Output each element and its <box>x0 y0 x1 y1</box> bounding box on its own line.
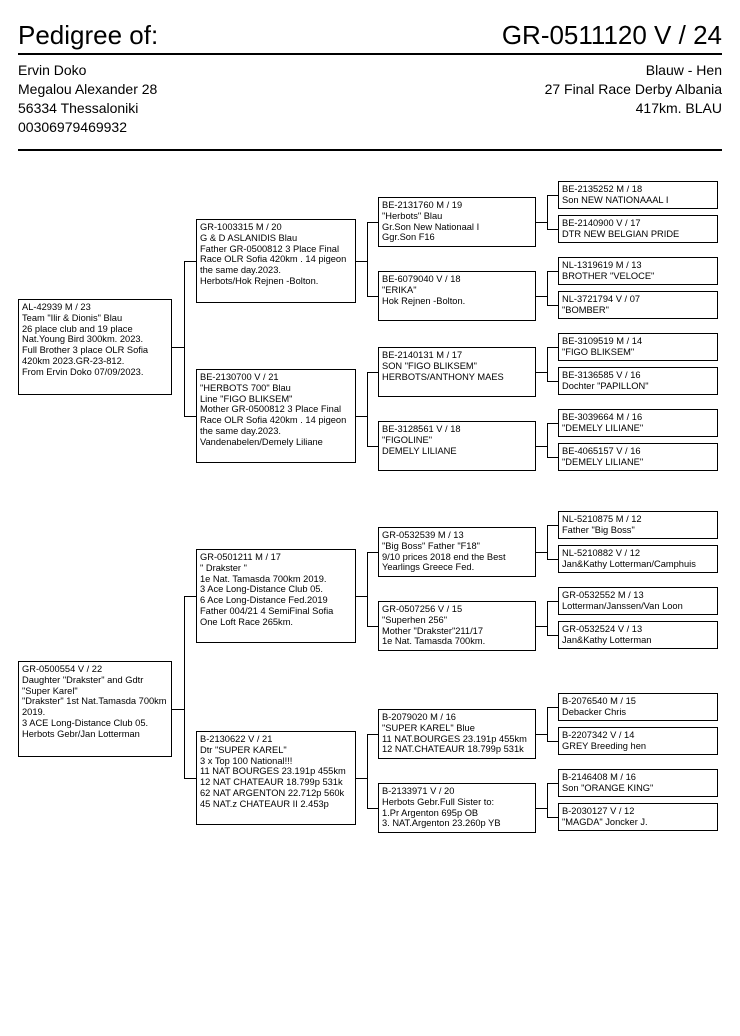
gen3-c: BE-2140131 M / 17 SON "FIGO BLIKSEM" HER… <box>378 347 536 397</box>
gen2-ds: GR-0501211 M / 17 " Drakster " 1e Nat. T… <box>196 549 356 643</box>
gen4-e2: NL-5210882 V / 12 Jan&Kathy Lotterman/Ca… <box>558 545 718 573</box>
gen4-d1: BE-3039664 M / 16 "DEMELY LILIANE" <box>558 409 718 437</box>
gen3-e: GR-0532539 M / 13 "Big Boss" Father "F18… <box>378 527 536 577</box>
gen4-f2: GR-0532524 V / 13 Jan&Kathy Lotterman <box>558 621 718 649</box>
gen4-g1: B-2076540 M / 15 Debacker Chris <box>558 693 718 721</box>
gen3-h: B-2133971 V / 20 Herbots Gebr.Full Siste… <box>378 783 536 833</box>
owner-block: Ervin Doko Megalou Alexander 28 56334 Th… <box>18 61 157 137</box>
bird-block: Blauw - Hen 27 Final Race Derby Albania … <box>545 61 722 137</box>
gen4-b2: NL-3721794 V / 07 "BOMBER" <box>558 291 718 319</box>
gen3-d: BE-3128561 V / 18 "FIGOLINE" DEMELY LILI… <box>378 421 536 471</box>
gen4-b1: NL-1319619 M / 13 BROTHER "VELOCE" <box>558 257 718 285</box>
gen3-g: B-2079020 M / 16 "SUPER KAREL" Blue 11 N… <box>378 709 536 759</box>
gen4-c2: BE-3136585 V / 16 Dochter "PAPILLON" <box>558 367 718 395</box>
gen2-dd: B-2130622 V / 21 Dtr "SUPER KAREL" 3 x T… <box>196 731 356 825</box>
gen3-a: BE-2131760 M / 19 "Herbots" Blau Gr.Son … <box>378 197 536 247</box>
pedigree-chart: AL-42939 M / 23 Team "Ilir & Dionis" Bla… <box>18 179 722 939</box>
gen4-c1: BE-3109519 M / 14 "FIGO BLIKSEM" <box>558 333 718 361</box>
gen4-d2: BE-4065157 V / 16 "DEMELY LILIANE" <box>558 443 718 471</box>
gen4-a2: BE-2140900 V / 17 DTR NEW BELGIAN PRIDE <box>558 215 718 243</box>
gen4-h2: B-2030127 V / 12 "MAGDA" Joncker J. <box>558 803 718 831</box>
gen1-sire: AL-42939 M / 23 Team "Ilir & Dionis" Bla… <box>18 299 172 395</box>
gen3-f: GR-0507256 V / 15 "Superhen 256" Mother … <box>378 601 536 651</box>
page-title-right: GR-0511120 V / 24 <box>502 20 722 51</box>
gen2-sd: BE-2130700 V / 21 "HERBOTS 700" Blau Lin… <box>196 369 356 463</box>
gen3-b: BE-6079040 V / 18 "ERIKA" Hok Rejnen -Bo… <box>378 271 536 321</box>
page-title-left: Pedigree of: <box>18 20 158 51</box>
gen4-f1: GR-0532552 M / 13 Lotterman/Janssen/Van … <box>558 587 718 615</box>
gen4-h1: B-2146408 M / 16 Son "ORANGE KING" <box>558 769 718 797</box>
gen1-dam: GR-0500554 V / 22 Daughter "Drakster" an… <box>18 661 172 757</box>
gen2-ss: GR-1003315 M / 20 G & D ASLANIDIS Blau F… <box>196 219 356 303</box>
gen4-e1: NL-5210875 M / 12 Father "Big Boss" <box>558 511 718 539</box>
gen4-g2: B-2207342 V / 14 GREY Breeding hen <box>558 727 718 755</box>
gen4-a1: BE-2135252 M / 18 Son NEW NATIONAAAL I <box>558 181 718 209</box>
